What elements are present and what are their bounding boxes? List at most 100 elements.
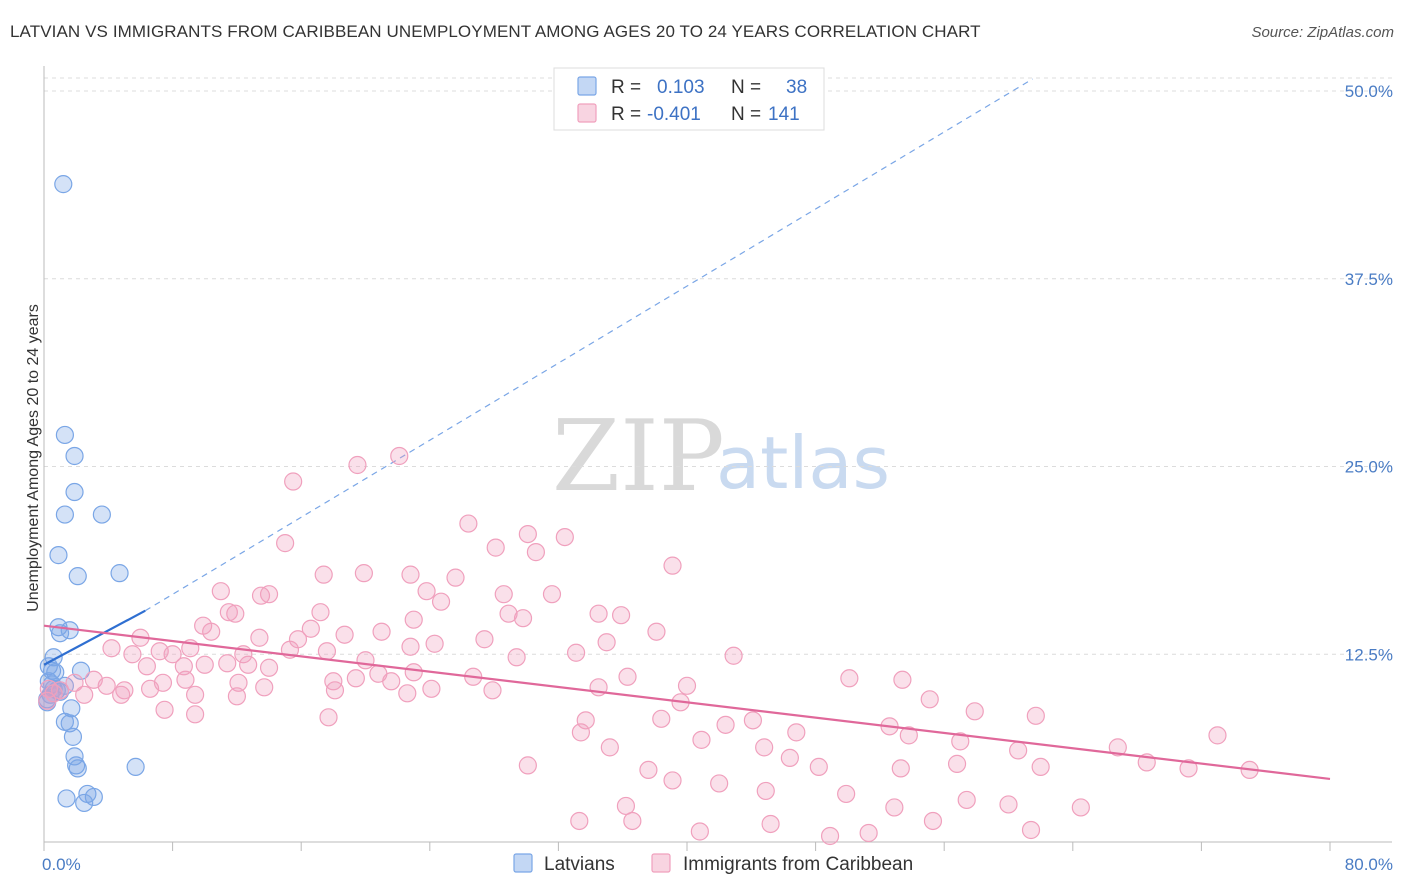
point-1-31 [301, 619, 320, 638]
point-1-61 [404, 663, 423, 682]
point-0-1 [55, 425, 74, 445]
point-0-32 [126, 757, 145, 777]
point-1-123 [1179, 759, 1198, 778]
point-1-2 [284, 472, 303, 491]
trend-extension-0 [144, 78, 1033, 612]
point-1-111 [1009, 741, 1028, 760]
legend-swatch-caribbean [577, 103, 597, 123]
watermark-atlas: atlas [716, 421, 890, 505]
point-1-65 [840, 669, 859, 688]
point-1-139 [616, 796, 636, 816]
x-tick-label-1: 80.0% [1345, 855, 1393, 874]
axes [43, 66, 1392, 851]
legend-n-label-0: N = [731, 77, 761, 98]
point-1-63 [618, 667, 637, 686]
trend-line-0 [43, 609, 146, 666]
point-1-116 [663, 771, 682, 790]
point-1-57 [218, 654, 237, 673]
point-1-112 [1108, 738, 1127, 757]
point-0-3 [65, 482, 84, 502]
point-1-40 [425, 634, 444, 653]
legend-r-value-0: 0.103 [657, 77, 705, 98]
point-1-109 [755, 738, 774, 757]
point-1-0 [390, 446, 409, 466]
point-1-102 [743, 711, 763, 730]
point-1-24 [311, 603, 330, 622]
point-1-42 [566, 643, 586, 662]
chart-title: LATVIAN VS IMMIGRANTS FROM CARIBBEAN UNE… [10, 22, 981, 41]
point-1-86 [186, 685, 205, 704]
legend-n-value-1: 141 [768, 104, 800, 125]
point-0-8 [110, 564, 129, 583]
point-1-140 [820, 826, 840, 846]
point-1-19 [542, 585, 562, 604]
trend-line-1 [43, 624, 1331, 781]
point-0-34 [84, 787, 103, 807]
point-1-130 [999, 795, 1018, 814]
point-1-85 [112, 685, 131, 704]
point-1-121 [1031, 757, 1050, 777]
point-1-58 [239, 655, 258, 674]
point-1-117 [780, 748, 799, 767]
point-1-90 [483, 681, 502, 700]
grid-lines [44, 77, 1392, 655]
point-1-28 [611, 606, 631, 625]
point-0-7 [68, 567, 87, 586]
point-1-73 [255, 678, 274, 697]
legend-r-value-1: -0.401 [647, 104, 701, 125]
point-0-36 [75, 793, 94, 813]
series-legend: Latvians Immigrants from Caribbean [513, 853, 913, 875]
point-1-128 [885, 798, 904, 817]
point-1-32 [372, 622, 391, 641]
y-tick-label-3: 50.0% [1345, 82, 1393, 101]
legend-r-label-0: R = [611, 77, 641, 98]
point-1-127 [837, 784, 856, 804]
series-0-points [38, 175, 145, 813]
point-1-6 [526, 543, 545, 562]
point-0-29 [65, 747, 84, 766]
point-1-138 [1021, 820, 1041, 840]
point-1-120 [947, 754, 967, 773]
point-0-4 [55, 505, 74, 524]
point-1-134 [690, 822, 709, 841]
point-1-13 [446, 568, 465, 587]
point-1-71 [176, 670, 195, 689]
point-1-51 [356, 651, 375, 670]
y-axis-label: Unemployment Among Ages 20 to 24 years [25, 304, 42, 612]
point-1-118 [809, 757, 828, 777]
point-1-38 [475, 630, 494, 649]
point-1-108 [692, 730, 711, 749]
point-1-5 [555, 527, 574, 547]
point-1-113 [1208, 726, 1227, 745]
point-1-88 [325, 681, 345, 700]
point-1-135 [761, 814, 780, 834]
point-1-104 [571, 723, 591, 742]
point-1-37 [335, 625, 354, 644]
point-1-4 [518, 524, 537, 544]
point-1-78 [84, 670, 103, 689]
stats-legend: R = 0.103 N = 38 R = -0.401 N = 141 [553, 67, 825, 131]
point-1-9 [663, 556, 682, 575]
legend-n-label-1: N = [731, 104, 761, 125]
point-1-131 [1071, 798, 1090, 817]
point-1-89 [398, 684, 417, 703]
point-1-35 [250, 628, 269, 647]
point-1-27 [513, 609, 533, 628]
watermark-zip: ZIP [552, 400, 725, 514]
point-0-31 [68, 759, 87, 778]
y-tick-label-2: 37.5% [1345, 270, 1393, 289]
point-1-98 [319, 708, 338, 727]
point-1-30 [194, 616, 213, 635]
point-1-8 [276, 534, 295, 553]
watermark: ZIP atlas [552, 400, 890, 514]
source-label: Source: ZipAtlas.com [1251, 24, 1394, 41]
point-1-125 [710, 774, 729, 793]
point-1-17 [417, 582, 436, 601]
point-1-43 [102, 639, 121, 658]
point-1-97 [186, 705, 205, 724]
point-1-115 [639, 760, 658, 780]
point-1-23 [219, 603, 238, 622]
point-0-5 [92, 505, 111, 524]
point-1-114 [518, 756, 537, 775]
